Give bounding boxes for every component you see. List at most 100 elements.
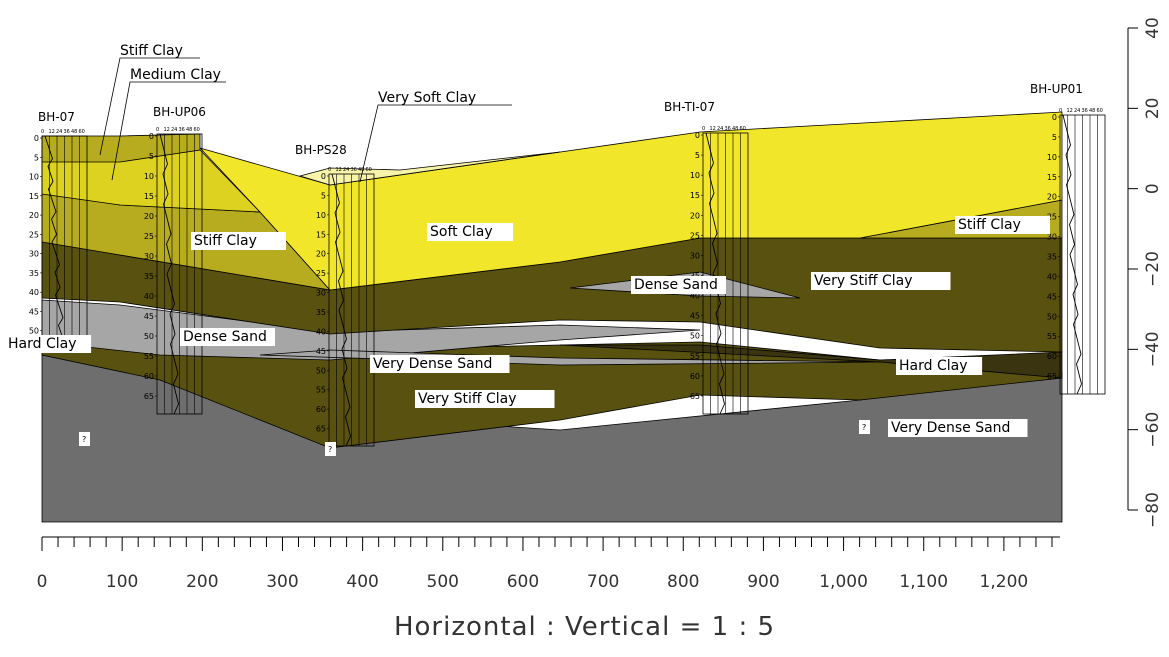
depth-tick-label: 0 (1052, 113, 1057, 122)
x-axis-tick-label: 500 (427, 572, 459, 592)
stratum-label: Soft Clay (427, 223, 514, 241)
depth-tick-label: 15 (29, 192, 39, 201)
depth-tick-label: 55 (144, 352, 154, 361)
unknown-marker: ? (79, 432, 90, 446)
y-axis-tick-label: −60 (1143, 412, 1163, 448)
depth-tick-label: 20 (29, 211, 39, 220)
x-axis-tick-label: 300 (266, 572, 298, 592)
spt-blowcount-trace (331, 173, 351, 447)
borehole-name: BH-07 (38, 110, 75, 124)
x-axis-tick-label: 700 (587, 572, 619, 592)
spt-scale-label: 36 (64, 129, 70, 135)
stiff-clay-leader (99, 57, 200, 156)
x-axis-tick-label: 900 (747, 572, 779, 592)
depth-tick-label: 5 (1052, 133, 1057, 142)
depth-tick-label: 40 (144, 292, 154, 301)
depth-tick-label: 5 (34, 153, 39, 162)
spt-scale-label: 12 (164, 127, 170, 133)
medium-clay-leader (111, 81, 226, 181)
spt-blowcount-trace (159, 133, 179, 415)
x-axis-tick-label: 400 (346, 572, 378, 592)
depth-tick-label: 65 (690, 392, 700, 401)
unknown-marker-box (325, 442, 336, 456)
depth-tick-label: 15 (316, 230, 326, 239)
depth-tick-label: 30 (1047, 233, 1057, 242)
depth-tick-label: 0 (34, 134, 39, 143)
depth-tick-label: 65 (1047, 372, 1057, 381)
stratum-label-text: Hard Clay (899, 358, 967, 374)
depth-tick-label: 60 (144, 372, 154, 381)
spt-scale-label: 12 (1067, 108, 1073, 114)
very-dense-sand-lens (259, 349, 881, 366)
stratum-label-text: Stiff Clay (958, 217, 1021, 233)
spt-scale-label: 0 (156, 127, 159, 133)
depth-tick-label: 50 (144, 332, 154, 341)
depth-tick-label: 10 (144, 172, 154, 181)
spt-scale-label: 60 (79, 129, 85, 135)
depth-tick-label: 10 (29, 173, 39, 182)
depth-tick-label: 30 (316, 289, 326, 298)
spt-scale-label: 48 (71, 129, 77, 135)
spt-scale-label: 36 (351, 167, 357, 173)
y-axis-tick-label: 0 (1143, 183, 1163, 194)
spt-blowcount-trace (1062, 114, 1082, 395)
depth-tick-label: 5 (321, 191, 326, 200)
depth-tick-label: 25 (690, 231, 700, 240)
stratum-label: Very Stiff Clay (415, 390, 555, 408)
depth-tick-label: 5 (149, 152, 154, 161)
depth-tick-label: 60 (1047, 352, 1057, 361)
spt-scale-label: 60 (194, 127, 200, 133)
depth-tick-label: 10 (316, 211, 326, 220)
depth-tick-label: 45 (1047, 292, 1057, 301)
stratum-label: Hard Clay (5, 335, 92, 353)
unknown-marker-text: ? (82, 435, 86, 444)
stratum-label-text: Hard Clay (8, 336, 76, 352)
spt-scale-label: 12 (49, 129, 55, 135)
depth-tick-label: 20 (316, 250, 326, 259)
y-axis-tick-label: 40 (1143, 17, 1163, 39)
depth-tick-label: 0 (321, 172, 326, 181)
stratum-label: Hard Clay (896, 357, 983, 375)
spt-blowcount-trace (44, 135, 64, 349)
spt-scale-label: 12 (336, 167, 342, 173)
soft-clay-layer (198, 111, 1063, 291)
label-background (896, 357, 983, 375)
unknown-marker: ? (325, 442, 336, 456)
label-background (811, 272, 951, 290)
stratum-label: Stiff Clay (120, 43, 183, 59)
spt-scale-label: 12 (710, 126, 716, 132)
stratum-label-text: Dense Sand (634, 277, 718, 293)
strata-labels: Stiff Clay Medium Clay Very Soft Clay Soft … (5, 43, 1050, 456)
depth-tick-label: 50 (29, 327, 39, 336)
x-axis-tick-label: 200 (186, 572, 218, 592)
depth-tick-label: 60 (316, 405, 326, 414)
borehole-name: BH-UP01 (1030, 82, 1083, 96)
spt-scale-label: 0 (41, 129, 44, 135)
unknown-marker-box (79, 432, 90, 446)
stratum-label: Dense Sand (631, 276, 726, 294)
label-background (427, 223, 514, 241)
stratum-label: Medium Clay (130, 67, 221, 83)
depth-tick-label: 30 (144, 252, 154, 261)
depth-tick-label: 25 (1047, 213, 1057, 222)
depth-tick-label: 15 (1047, 173, 1057, 182)
y-axis-tick-label: −80 (1143, 492, 1163, 528)
y-axis-tick-label: −40 (1143, 331, 1163, 367)
borehole-name: BH-TI-07 (664, 100, 715, 114)
spt-scale-label: 0 (702, 126, 705, 132)
depth-tick-label: 35 (144, 272, 154, 281)
label-background (180, 328, 275, 346)
depth-tick-label: 5 (695, 151, 700, 160)
depth-tick-label: 45 (144, 312, 154, 321)
spt-scale-label: 24 (717, 126, 723, 132)
spt-blowcount-trace (705, 132, 725, 415)
stratum-label-text: Very Dense Sand (891, 420, 1010, 436)
horizontal-distance-axis: 0 100 200 300 400 500 600 700 800 900 1,000 1,100 1,… (37, 536, 1060, 592)
depth-tick-label: 40 (316, 327, 326, 336)
x-axis-tick-label: 100 (106, 572, 138, 592)
stratum-label-text: Very Stiff Clay (814, 273, 913, 289)
x-axis-tick-label: 1,100 (899, 572, 948, 592)
depth-tick-label: 35 (1047, 253, 1057, 262)
